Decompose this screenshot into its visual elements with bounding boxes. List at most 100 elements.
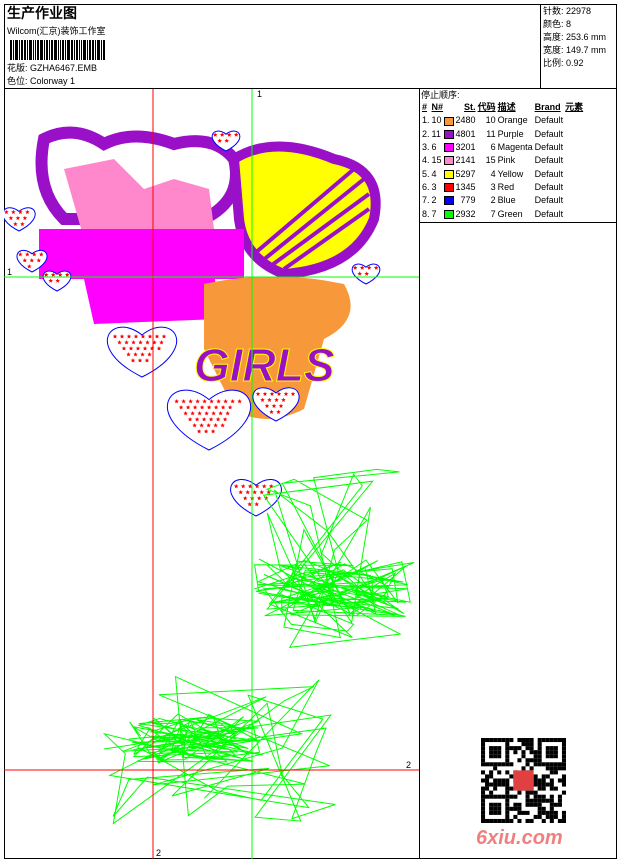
barcode-bar (37, 40, 39, 60)
star-mark (366, 265, 372, 270)
barcode-bar (49, 40, 50, 60)
stitches: 1345 (455, 181, 476, 192)
star-mark (144, 358, 150, 363)
stitch-count-label: 针数: (543, 6, 564, 16)
barcode-bar (81, 40, 82, 60)
star-mark (43, 272, 49, 277)
star-mark (29, 258, 35, 263)
element (564, 181, 584, 194)
barcode-bar (76, 40, 78, 60)
color-swatch (443, 128, 455, 141)
star-mark (262, 391, 268, 396)
column-header[interactable]: 描述 (497, 102, 516, 113)
star-mark (215, 417, 221, 422)
color-code: 7 (490, 208, 496, 219)
brand: Default (534, 168, 564, 179)
star-mark (174, 399, 179, 404)
column-header[interactable]: 元素 (565, 102, 584, 113)
design-value: GZHA6467.EMB (30, 63, 98, 73)
width: 宽度: 149.7 mm (543, 44, 615, 57)
barcode-bar (21, 40, 23, 60)
star-mark (219, 132, 225, 137)
barcode-bar (51, 40, 53, 60)
star-mark (269, 391, 275, 396)
stitches: 2480 (455, 115, 476, 126)
star-mark (199, 405, 205, 410)
swatch (443, 129, 454, 139)
star-mark (124, 340, 129, 345)
star-mark (226, 132, 232, 137)
star-mark (25, 209, 30, 214)
heart-shape (166, 389, 252, 451)
stop-row[interactable]: 5. 4 5297 4 Yellow Default (421, 167, 584, 180)
star-mark (359, 265, 365, 270)
barcode-bar (35, 40, 36, 60)
star-mark (8, 215, 14, 220)
barcode-bar (71, 40, 73, 60)
barcode (10, 40, 130, 60)
width-label: 宽度: (543, 45, 564, 55)
star-mark (269, 409, 274, 414)
star-mark (266, 489, 271, 495)
star-mark (208, 417, 214, 422)
star-mark (11, 209, 16, 214)
barcode-bar (60, 40, 61, 60)
needle: 7 (431, 208, 437, 219)
star-mark (220, 423, 225, 428)
star-mark (57, 272, 63, 277)
element (564, 128, 584, 141)
stop-row[interactable]: 2. 11 4801 11 Purple Default (421, 128, 584, 141)
stop-row[interactable]: 8. 7 2932 7 Green Default (421, 207, 584, 220)
column-header[interactable]: # (422, 102, 428, 113)
color-code: 11 (486, 128, 496, 139)
barcode-bar (46, 40, 48, 60)
brand: Default (534, 128, 564, 139)
star-mark (364, 271, 369, 276)
star-mark (373, 265, 379, 270)
color-name: Magenta (497, 142, 533, 153)
star-mark (252, 489, 257, 495)
star-mark (192, 405, 198, 410)
stop-row[interactable]: 6. 3 1345 3 Red Default (421, 181, 584, 194)
star-mark (227, 405, 233, 410)
star-mark (131, 340, 136, 345)
star-mark (217, 138, 222, 143)
stop-row[interactable]: 7. 2 779 2 Blue Default (421, 194, 584, 207)
needle: 2 (431, 195, 437, 206)
stop-row[interactable]: 1. 10 2480 10 Orange Default (421, 114, 584, 127)
barcode-bar (65, 40, 66, 60)
stop-sequence-panel: 停止顺序: # N# St. 代码 描述 Brand 元素 1. 10 2480 10 Orange… (420, 89, 617, 223)
row-index: 3. (422, 142, 430, 153)
column-header[interactable]: St. (464, 102, 476, 113)
colorway-label: 色位: (7, 76, 28, 86)
column-header[interactable]: Brand (534, 102, 561, 113)
worksheet-frame (4, 4, 617, 859)
stitch-count-value: 22978 (566, 6, 592, 16)
star-mark (195, 399, 200, 404)
star-mark (242, 495, 248, 501)
colorway: 色位: Colorway 1 (7, 76, 75, 87)
star-mark (190, 411, 195, 416)
stop-row[interactable]: 4. 15 2141 15 Pink Default (421, 154, 584, 167)
star-mark (212, 132, 218, 137)
star-mark (197, 411, 202, 416)
stop-row[interactable]: 3. 6 3201 6 Magenta Default (421, 141, 584, 154)
star-mark (209, 399, 214, 404)
color-name: Green (497, 208, 523, 219)
star-mark (121, 346, 127, 351)
column-header[interactable]: N# (431, 102, 444, 113)
column-header[interactable]: 代码 (477, 102, 496, 113)
color-count-value: 8 (566, 19, 572, 29)
color-swatch (443, 207, 455, 220)
brand: Default (534, 155, 564, 166)
stop-sequence-title: 停止顺序: (421, 90, 460, 100)
star-mark (222, 417, 228, 422)
barcode-bar (13, 40, 14, 60)
row-index: 4. (422, 155, 430, 166)
table-header-row: # N# St. 代码 描述 Brand 元素 (421, 101, 584, 114)
color-swatch (443, 167, 455, 180)
design-canvas[interactable]: GIRLS 1 1 2 2 (4, 89, 420, 859)
star-mark (64, 272, 70, 277)
element (564, 194, 584, 207)
color-name: Pink (497, 155, 516, 166)
